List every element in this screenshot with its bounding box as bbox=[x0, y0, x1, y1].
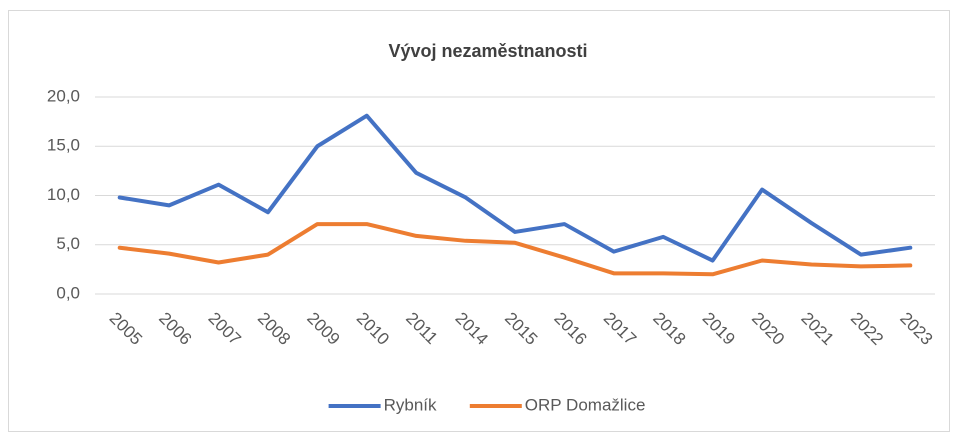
series-line bbox=[117, 113, 913, 263]
chart-frame bbox=[8, 10, 950, 432]
series-line bbox=[117, 222, 913, 277]
y-tick-label: 15,0 bbox=[47, 136, 80, 155]
y-tick-label: 20,0 bbox=[47, 86, 80, 105]
legend-label: Rybník bbox=[384, 395, 437, 414]
chart-title: Vývoj nezaměstnanosti bbox=[388, 41, 587, 61]
y-tick-label: 10,0 bbox=[47, 185, 80, 204]
legend-label: ORP Domažlice bbox=[525, 395, 646, 414]
y-tick-label: 0,0 bbox=[56, 283, 80, 302]
y-tick-label: 5,0 bbox=[56, 234, 80, 253]
